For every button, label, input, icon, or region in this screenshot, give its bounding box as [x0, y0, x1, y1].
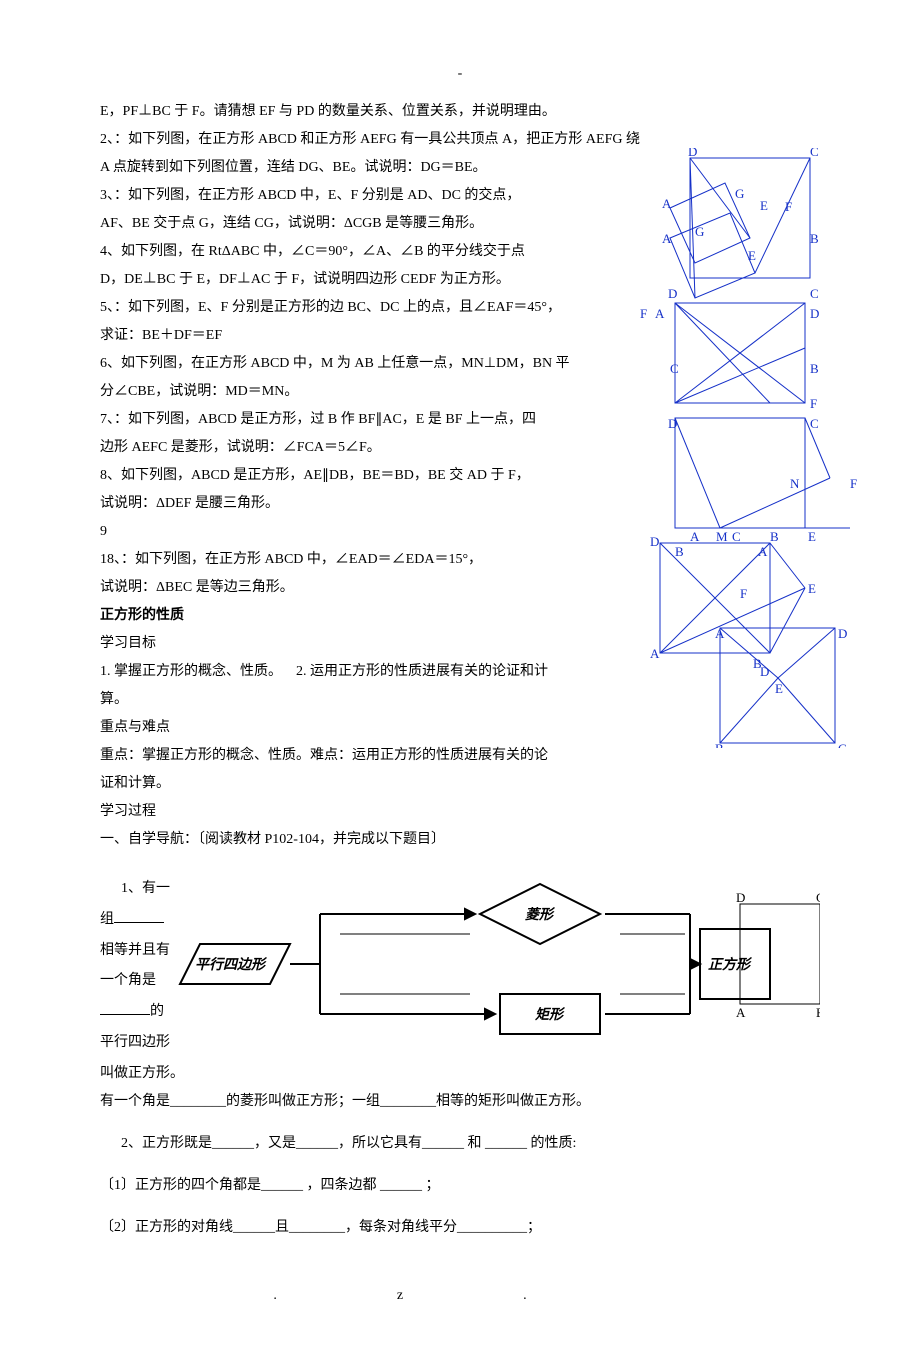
section-focus-title: 重点与难点	[100, 714, 640, 742]
svg-text:G: G	[695, 224, 704, 239]
problem-18a: 18、：如下列图，在正方形 ABCD 中，∠EAD＝∠EDA＝15°，	[100, 546, 640, 574]
problem-7a: 7、：如下列图，ABCD 是正方形，过 B 作 BF∥AC，E 是 BF 上一点…	[100, 406, 640, 434]
page-footer: .z.	[100, 1282, 820, 1310]
problem-3a: 3、：如下列图，在正方形 ABCD 中，E、F 分别是 AD、DC 的交点，	[100, 182, 640, 210]
svg-text:F: F	[785, 199, 792, 214]
fill-line-3: 2、正方形既是______，又是______，所以它具有______ 和 ___…	[100, 1130, 820, 1158]
svg-text:B: B	[675, 544, 684, 559]
problem-5b: 求证：BE＋DF＝EF	[100, 322, 640, 350]
svg-text:F: F	[740, 586, 747, 601]
svg-text:D: D	[736, 890, 745, 905]
problem-8a: 8、如下列图，ABCD 是正方形，AE∥DB，BE＝BD，BE 交 AD 于 F…	[100, 462, 640, 490]
svg-text:B: B	[770, 529, 779, 544]
problem-9: 9	[100, 518, 640, 546]
flowchart-svg: 平行四边形 菱形 矩形 正方形 D C A B	[100, 874, 820, 1074]
problem-3b: AF、BE 交于点 G，连结 CG，试说明：ΔCGB 是等腰三角形。	[100, 210, 640, 238]
svg-text:E: E	[808, 529, 816, 544]
problem-2: 2、：如下列图，在正方形 ABCD 和正方形 AEFG 有一具公共顶点 A，把正…	[100, 126, 640, 182]
svg-text:G: G	[735, 186, 744, 201]
svg-text:C: C	[670, 361, 679, 376]
svg-text:B: B	[715, 741, 724, 748]
section-focus-line2: 证和计算。	[100, 770, 640, 798]
svg-text:M: M	[716, 529, 728, 544]
svg-text:A: A	[650, 646, 660, 661]
svg-text:C: C	[816, 890, 820, 905]
svg-text:C: C	[810, 416, 819, 431]
section-process-nav: 一、自学导航：〔阅读教材 P102-104，并完成以下题目〕	[100, 826, 640, 854]
svg-text:A: A	[758, 544, 768, 559]
fill-line-5: 〔2〕正方形的对角线______且________，每条对角线平分_______…	[100, 1214, 820, 1242]
svg-text:E: E	[748, 248, 756, 263]
problem-5a: 5、：如下列图，E、F 分别是正方形的边 BC、DC 上的点，且∠EAF＝45°…	[100, 294, 640, 322]
section-goal-title: 学习目标	[100, 630, 640, 658]
svg-text:E: E	[808, 581, 816, 596]
svg-text:N: N	[790, 476, 800, 491]
svg-text:A: A	[736, 1005, 746, 1020]
diagram-svg: D C A G E F A G B E D C F A D C B F D C	[640, 148, 860, 748]
content-block: E，PF⊥BC 于 F。请猜想 EF 与 PD 的数量关系、位置关系，并说明理由…	[100, 98, 820, 854]
section-title: 正方形的性质	[100, 602, 640, 630]
svg-text:C: C	[732, 529, 741, 544]
svg-text:菱形: 菱形	[525, 906, 556, 923]
svg-text:C: C	[810, 286, 819, 301]
problem-6b: 分∠CBE，试说明：MD＝MN。	[100, 378, 640, 406]
problem-18b: 试说明：ΔBEC 是等边三角形。	[100, 574, 640, 602]
svg-text:A: A	[655, 306, 665, 321]
svg-text:D: D	[838, 626, 847, 641]
problem-7b: 边形 AEFC 是菱形，试说明：∠FCA＝5∠F。	[100, 434, 640, 462]
svg-text:A: A	[662, 231, 672, 246]
section-goal-line1: 1. 掌握正方形的概念、性质。 2. 运用正方形的性质进展有关的论证和计	[100, 658, 640, 686]
svg-text:B: B	[816, 1005, 820, 1020]
section-process-title: 学习过程	[100, 798, 640, 826]
section-focus-line1: 重点：掌握正方形的概念、性质。难点：运用正方形的性质进展有关的论	[100, 742, 640, 770]
svg-text:C: C	[838, 741, 847, 748]
svg-text:F: F	[810, 396, 817, 411]
fill-line-4: 〔1〕正方形的四个角都是______ ，四条边都 ______ ；	[100, 1172, 820, 1200]
text-column: E，PF⊥BC 于 F。请猜想 EF 与 PD 的数量关系、位置关系，并说明理由…	[100, 98, 640, 854]
svg-text:D: D	[668, 286, 677, 301]
svg-text:D: D	[760, 664, 769, 679]
flowchart-area: 1、有一 组 相等并且有 一个角是 的 平行四边形 叫做正方形。	[100, 874, 820, 1074]
svg-text:B: B	[810, 231, 819, 246]
svg-text:A: A	[662, 196, 672, 211]
section-goal-line2: 算。	[100, 686, 640, 714]
svg-text:平行四边形: 平行四边形	[195, 956, 268, 973]
svg-text:F: F	[850, 476, 857, 491]
svg-text:A: A	[690, 529, 700, 544]
svg-text:矩形: 矩形	[534, 1006, 566, 1023]
page-top-dash: -	[100, 60, 820, 88]
svg-text:D: D	[650, 534, 659, 549]
geometry-diagrams: D C A G E F A G B E D C F A D C B F D C	[640, 148, 840, 748]
problem-4a: 4、如下列图，在 RtΔABC 中，∠C＝90°，∠A、∠B 的平分线交于点	[100, 238, 640, 266]
svg-text:E: E	[775, 681, 783, 696]
svg-text:E: E	[760, 198, 768, 213]
svg-text:D: D	[668, 416, 677, 431]
svg-text:D: D	[688, 148, 697, 159]
problem-1b: E，PF⊥BC 于 F。请猜想 EF 与 PD 的数量关系、位置关系，并说明理由…	[100, 98, 640, 126]
problem-8b: 试说明：ΔDEF 是腰三角形。	[100, 490, 640, 518]
svg-text:D: D	[810, 306, 819, 321]
svg-text:B: B	[810, 361, 819, 376]
problem-4b: D，DE⊥BC 于 E，DF⊥AC 于 F，试说明四边形 CEDF 为正方形。	[100, 266, 640, 294]
svg-text:正方形: 正方形	[708, 956, 753, 973]
svg-text:A: A	[715, 626, 725, 641]
fill-line-2: 有一个角是________的菱形叫做正方形；一组________相等的矩形叫做正…	[100, 1088, 820, 1116]
svg-text:F: F	[640, 306, 647, 321]
problem-6a: 6、如下列图，在正方形 ABCD 中，M 为 AB 上任意一点，MN⊥DM，BN…	[100, 350, 640, 378]
svg-text:C: C	[810, 148, 819, 159]
